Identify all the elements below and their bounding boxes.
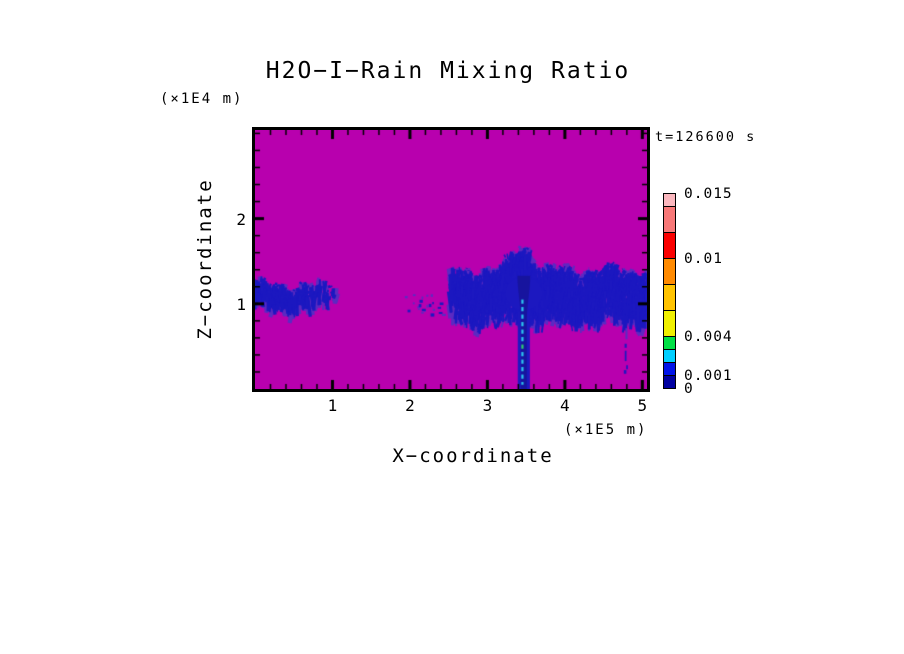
colorbar-label-0.004: 0.004 — [684, 329, 733, 345]
z-axis-unit-label: (×1E4 m) — [160, 91, 244, 107]
x-tick-label-1: 1 — [327, 396, 338, 415]
colorbar-segment-6 — [663, 258, 676, 285]
x-tick-label-4: 4 — [560, 396, 570, 415]
colorbar-segment-2 — [663, 349, 676, 363]
colorbar-label-0.01: 0.01 — [684, 251, 723, 267]
z-tick-label-2: 2 — [236, 209, 246, 229]
colorbar-segment-5 — [663, 284, 676, 311]
colorbar-segment-7 — [663, 232, 676, 259]
z-tick-label-1: 1 — [236, 294, 246, 314]
x-tick-label-2: 2 — [405, 396, 415, 415]
colorbar-segment-0 — [663, 375, 676, 389]
plot-area — [252, 127, 650, 392]
plot-title: H2O−I−Rain Mixing Ratio — [265, 58, 631, 84]
colorbar-segment-4 — [663, 310, 676, 337]
time-annotation: t=126600 s — [655, 129, 757, 145]
colorbar-segment-1 — [663, 362, 676, 376]
x-tick-label-3: 3 — [482, 396, 493, 415]
colorbar-segment-9 — [663, 193, 676, 207]
colorbar-segment-8 — [663, 206, 676, 233]
z-axis-title: Z−coordinate — [194, 178, 216, 340]
colorbar-label-0: 0 — [684, 381, 694, 397]
colorbar-segment-3 — [663, 336, 676, 350]
colorbar-label-0.001: 0.001 — [684, 368, 733, 384]
x-axis-unit-label: (×1E5 m) — [564, 422, 648, 438]
colorbar-label-0.015: 0.015 — [684, 186, 733, 202]
x-tick-label-5: 5 — [637, 396, 648, 415]
x-axis-title: X−coordinate — [392, 445, 554, 467]
colorbar-scale — [663, 193, 676, 389]
heatmap-field — [255, 130, 647, 389]
